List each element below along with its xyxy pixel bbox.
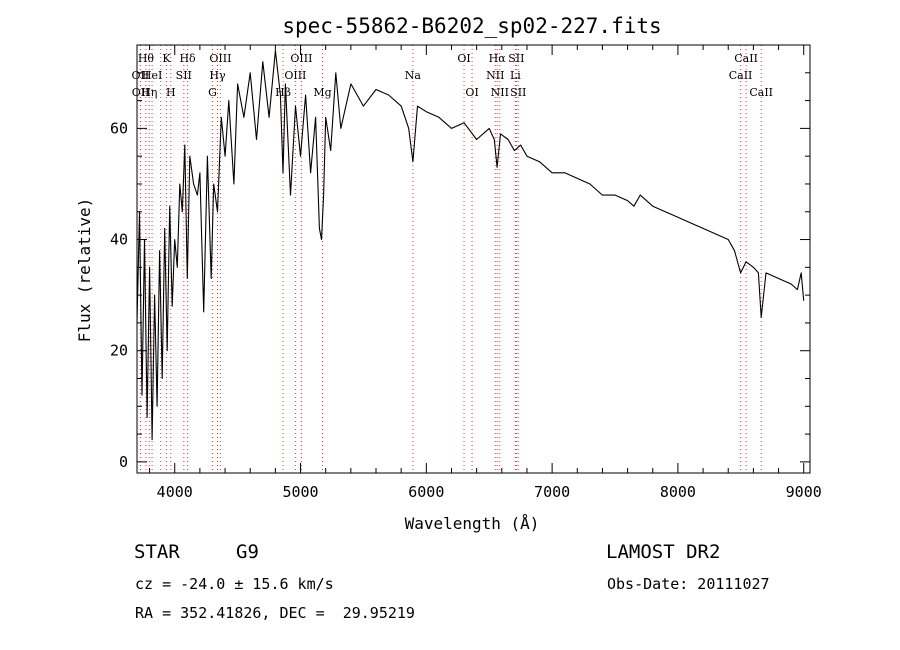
line-label-22: NII xyxy=(491,86,509,99)
line-label-19: OI xyxy=(465,86,478,99)
spectral-line-markers xyxy=(139,45,762,473)
line-label-15: OIII xyxy=(290,52,312,65)
plot-frame xyxy=(136,44,811,474)
y-tick-label-3: 60 xyxy=(110,119,128,137)
line-label-7: H xyxy=(166,86,176,99)
line-label-11: Hγ xyxy=(209,69,226,82)
y-axis-label: Flux (relative) xyxy=(75,198,94,343)
object-type: STAR xyxy=(134,541,180,563)
line-label-6: K xyxy=(162,52,171,65)
coordinates-info: RA = 352.41826, DEC = 29.95219 xyxy=(135,604,415,622)
line-label-1: OII xyxy=(132,86,150,99)
y-tick-label-0: 0 xyxy=(119,453,128,471)
line-label-3: Hη xyxy=(141,86,157,99)
survey-name: LAMOST DR2 xyxy=(606,541,721,563)
x-axis-label: Wavelength (Å) xyxy=(405,514,540,533)
spectrum-series xyxy=(136,50,805,441)
line-label-0: OII xyxy=(132,69,150,82)
line-label-13: Hβ xyxy=(275,86,291,99)
x-tick-label-2: 6000 xyxy=(408,483,444,501)
axes: 4000 5000 6000 7000 8000 9000 0 20 40 60 xyxy=(110,45,822,501)
line-label-14: OIII xyxy=(284,69,306,82)
line-label-2: Hθ xyxy=(138,52,155,65)
observation-date: Obs-Date: 20111027 xyxy=(607,575,770,593)
line-label-21: Hα xyxy=(489,52,507,65)
line-label-10: G xyxy=(208,86,217,99)
line-label-26: CaII xyxy=(729,69,753,82)
line-label-28: CaII xyxy=(749,86,773,99)
line-label-24: SII xyxy=(508,52,524,65)
line-label-18: OI xyxy=(457,52,470,65)
x-tick-label-5: 9000 xyxy=(786,483,822,501)
line-label-16: Mg xyxy=(313,86,331,99)
line-label-27: CaII xyxy=(734,52,758,65)
chart-title: spec-55862-B6202_sp02-227.fits xyxy=(282,14,661,38)
line-label-4: HeI xyxy=(142,69,162,82)
y-tick-label-2: 40 xyxy=(110,231,128,249)
line-label-8: SII xyxy=(176,69,192,82)
line-label-9: Hδ xyxy=(179,52,196,65)
x-tick-label-1: 5000 xyxy=(282,483,318,501)
spectral-line-labels: OIIOIIHθHηHeIKHSIIHδGHγOIIIHβOIIIOIIIMgN… xyxy=(132,52,773,99)
redshift-info: cz = -24.0 ± 15.6 km/s xyxy=(135,575,334,593)
y-tick-label-1: 20 xyxy=(110,342,128,360)
x-tick-label-4: 8000 xyxy=(660,483,696,501)
x-tick-label-3: 7000 xyxy=(534,483,570,501)
spectral-subclass: G9 xyxy=(236,541,259,563)
line-label-20: NII xyxy=(486,69,504,82)
line-label-25: SII xyxy=(510,86,526,99)
x-tick-label-0: 4000 xyxy=(157,483,193,501)
line-label-23: Li xyxy=(510,69,521,82)
line-label-12: OIII xyxy=(209,52,231,65)
line-label-17: Na xyxy=(405,69,422,82)
